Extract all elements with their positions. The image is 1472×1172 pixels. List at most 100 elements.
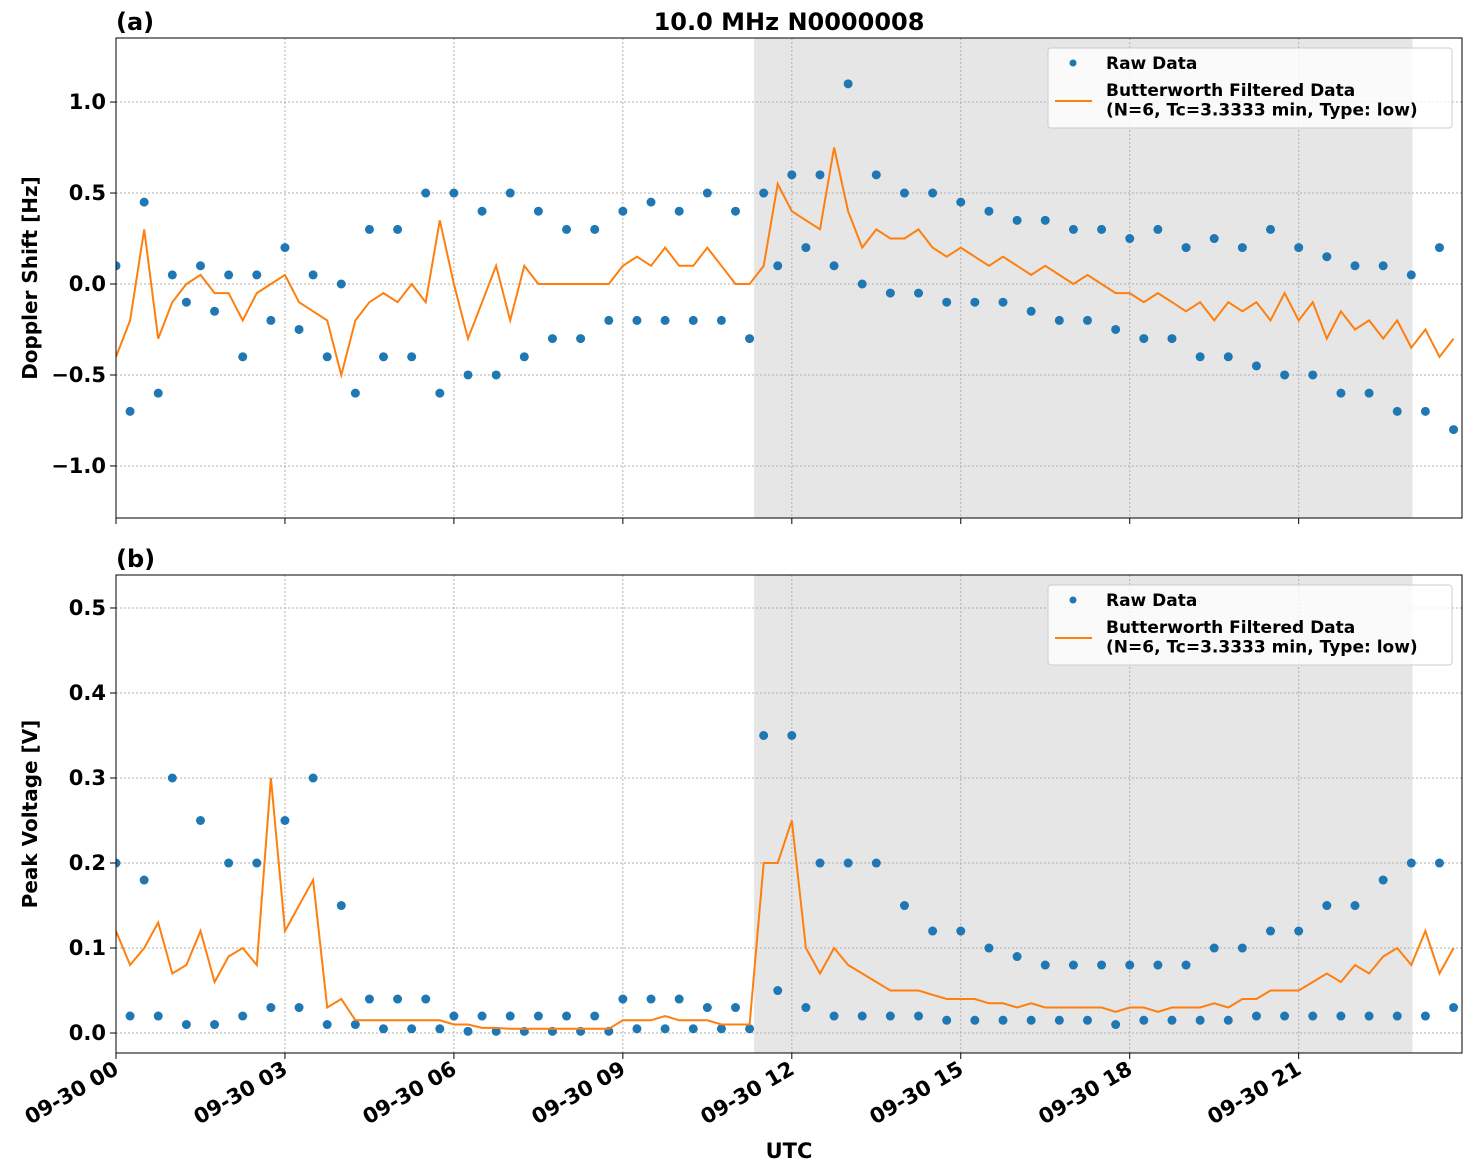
raw-point (787, 170, 797, 180)
raw-point (1040, 215, 1050, 225)
raw-point (266, 315, 276, 325)
raw-point (1392, 406, 1402, 416)
raw-point (153, 1011, 163, 1021)
raw-point (322, 352, 332, 362)
filtered-line (116, 777, 1455, 1030)
x-tick-label: 09-30 15 (865, 1057, 967, 1130)
raw-point (280, 816, 290, 826)
raw-point (716, 315, 726, 325)
y-tick-label: 0.5 (69, 596, 106, 620)
raw-point (1181, 243, 1191, 253)
raw-point (899, 188, 909, 198)
y-tick-label: 0.4 (69, 681, 106, 705)
raw-point (1406, 858, 1416, 868)
raw-point (1223, 352, 1233, 362)
raw-point (1336, 1011, 1346, 1021)
raw-point (590, 224, 600, 234)
y-tick-label: 0.2 (69, 851, 106, 875)
raw-point (139, 875, 149, 885)
plot-area (116, 79, 1459, 435)
raw-point (787, 730, 797, 740)
raw-point (857, 279, 867, 289)
x-tick-label: 09-30 09 (528, 1057, 630, 1130)
raw-point (914, 1011, 924, 1021)
raw-point (308, 270, 318, 280)
raw-point (1266, 224, 1276, 234)
raw-point (116, 261, 121, 271)
raw-point (1111, 324, 1121, 334)
raw-point (1378, 261, 1388, 271)
raw-point (210, 306, 220, 316)
raw-point (590, 1011, 600, 1021)
raw-point (1026, 1015, 1036, 1025)
raw-point (885, 288, 895, 298)
raw-point (1308, 1011, 1318, 1021)
raw-point (125, 406, 135, 416)
raw-point (364, 994, 374, 1004)
y-tick-label: −0.5 (51, 363, 106, 387)
plot-area (116, 730, 1459, 1036)
raw-point (1280, 1011, 1290, 1021)
raw-point (576, 334, 586, 344)
raw-point (125, 1011, 135, 1021)
y-axis-label: Doppler Shift [Hz] (18, 176, 42, 380)
raw-point (1392, 1011, 1402, 1021)
raw-point (181, 297, 191, 307)
raw-point (815, 858, 825, 868)
raw-point (1223, 1015, 1233, 1025)
raw-point (1434, 243, 1444, 253)
raw-point (815, 170, 825, 180)
raw-point (491, 370, 501, 380)
raw-point (1125, 234, 1135, 244)
raw-point (1364, 388, 1374, 398)
y-tick-label: −1.0 (51, 454, 106, 478)
raw-point (210, 1020, 220, 1030)
raw-point (350, 388, 360, 398)
filtered-line (116, 147, 1455, 379)
raw-point (1294, 243, 1304, 253)
raw-point (294, 324, 304, 334)
raw-point (956, 926, 966, 936)
raw-point (1350, 901, 1360, 911)
raw-point (1406, 270, 1416, 280)
raw-point (1195, 352, 1205, 362)
raw-point (956, 197, 966, 207)
raw-point (477, 1011, 487, 1021)
raw-point (491, 1026, 501, 1036)
raw-point (843, 858, 853, 868)
chart-title: 10.0 MHz N0000008 (654, 8, 925, 36)
legend-marker (1069, 596, 1077, 604)
raw-point (984, 206, 994, 216)
raw-point (393, 994, 403, 1004)
raw-point (632, 1024, 642, 1034)
raw-point (928, 188, 938, 198)
raw-point (1322, 901, 1332, 911)
raw-point (899, 901, 909, 911)
raw-point (660, 315, 670, 325)
raw-point (505, 1011, 515, 1021)
raw-point (1068, 960, 1078, 970)
legend-label: Butterworth Filtered Data (N=6, Tc=3.3333… (1106, 81, 1418, 121)
x-tick-label: 09-30 21 (1203, 1057, 1305, 1130)
raw-point (942, 1015, 952, 1025)
raw-point (829, 1011, 839, 1021)
raw-point (379, 1024, 389, 1034)
raw-point (116, 858, 121, 868)
raw-point (660, 1024, 670, 1034)
raw-point (745, 334, 755, 344)
raw-point (1209, 234, 1219, 244)
raw-point (238, 352, 248, 362)
raw-point (463, 1026, 473, 1036)
y-tick-label: 0.0 (69, 1021, 106, 1045)
legend-box (1047, 584, 1453, 666)
raw-point (477, 206, 487, 216)
raw-point (702, 188, 712, 198)
raw-point (435, 1024, 445, 1034)
raw-point (688, 315, 698, 325)
y-axis-label: Peak Voltage [V] (18, 720, 42, 909)
x-tick-label: 09-30 18 (1034, 1057, 1136, 1130)
raw-point (350, 1020, 360, 1030)
raw-point (1266, 926, 1276, 936)
raw-point (730, 206, 740, 216)
raw-point (139, 197, 149, 207)
